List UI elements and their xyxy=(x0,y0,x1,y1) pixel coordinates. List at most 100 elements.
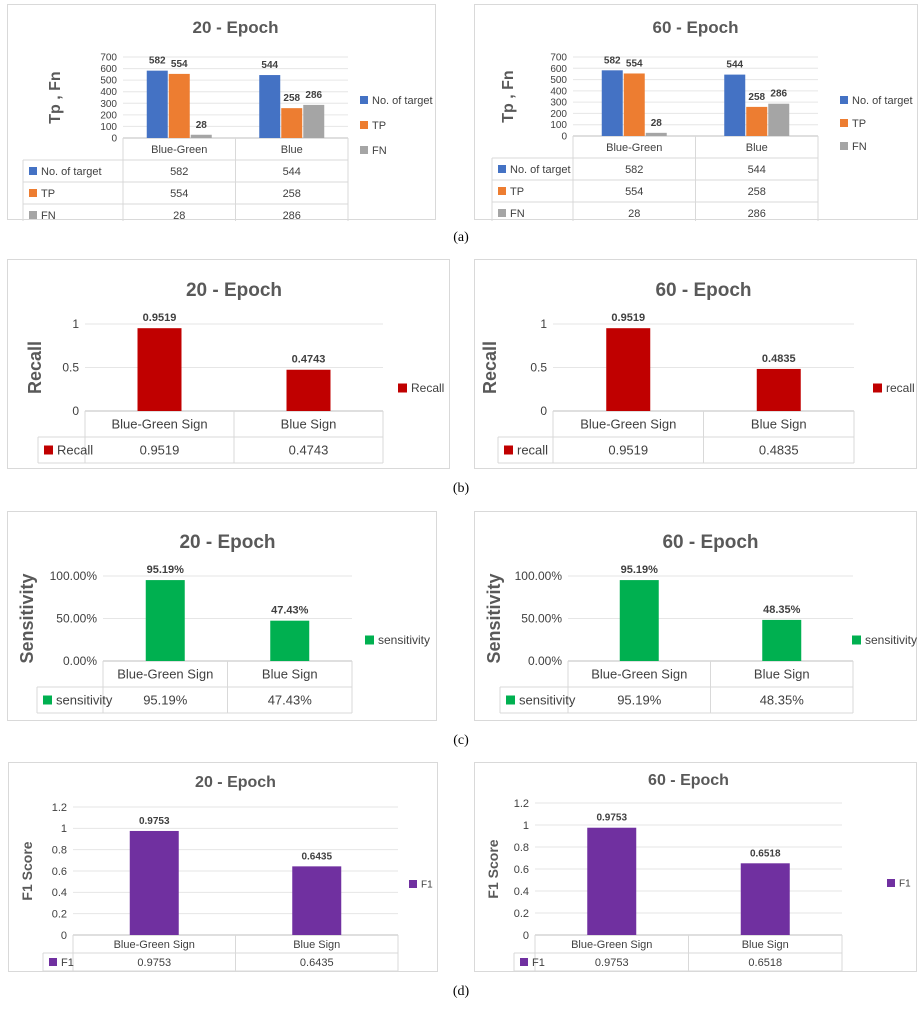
category-label: Blue-Green xyxy=(151,144,207,156)
chart-panel-b-20-epoch: 20 - Epoch Recall 0 0.5 1 0.9519 0.4743 Blue-Gr… xyxy=(7,259,450,469)
legend-label: sensitivity xyxy=(378,633,430,647)
table-cell: 0.9519 xyxy=(140,443,180,458)
category-label: Blue Sign xyxy=(293,939,340,951)
chart-svg: 20 - Epoch F1 Score 0 0.2 0.4 0.6 0.8 1 1.2 0.975… xyxy=(19,774,433,972)
table-legend-key xyxy=(498,165,506,173)
table-cell: 544 xyxy=(283,166,301,178)
table-cell: 95.19% xyxy=(617,693,662,708)
caption-c: (c) xyxy=(453,733,469,748)
table-cell: 258 xyxy=(283,188,301,200)
y-axis-label: Sensitivity xyxy=(17,573,37,663)
y-tick-label: 700 xyxy=(550,53,567,64)
y-tick-label: 100 xyxy=(550,120,567,131)
table-series-label: TP xyxy=(41,188,55,200)
chart-title: 60 - Epoch xyxy=(655,280,751,301)
chart-title: 60 - Epoch xyxy=(648,772,729,789)
legend-label: TP xyxy=(852,118,866,130)
chart-title: 20 - Epoch xyxy=(193,18,279,37)
table-series-label: FN xyxy=(510,208,525,220)
y-axis-label: Recall xyxy=(25,341,45,394)
chart-svg: 60 - Epoch Sensitivity 0.00% 50.00% 100.00% 9… xyxy=(484,532,917,714)
table-legend-key xyxy=(29,189,37,197)
table-series-label: No. of target xyxy=(41,166,102,178)
category-label: Blue Sign xyxy=(754,667,810,682)
bar xyxy=(601,70,623,136)
bar xyxy=(768,103,790,136)
legend-key xyxy=(887,879,895,887)
y-axis-label: Recall xyxy=(480,341,500,394)
bar xyxy=(270,620,310,661)
chart-panel-a-20-epoch: 20 - Epoch Tp , Fn 0 100 200 300 400 500 600 700 5… xyxy=(7,4,436,221)
table-cell: 48.35% xyxy=(760,693,805,708)
table-series-label: TP xyxy=(510,186,524,198)
chart-svg: 20 - Epoch Recall 0 0.5 1 0.9519 0.4743 Blue-Gr… xyxy=(25,280,444,464)
bar xyxy=(756,368,801,411)
table-cell: 582 xyxy=(625,164,643,176)
chart-title: 20 - Epoch xyxy=(186,280,282,301)
category-label: Blue Sign xyxy=(751,417,807,432)
bar xyxy=(762,619,802,661)
table-legend-key xyxy=(498,187,506,195)
y-tick-label: 1.2 xyxy=(52,802,67,814)
data-label: 258 xyxy=(283,93,300,104)
table-cell: 28 xyxy=(628,208,640,220)
y-tick-label: 500 xyxy=(550,75,567,86)
category-label: Blue Sign xyxy=(742,939,789,951)
data-label: 544 xyxy=(726,60,743,71)
data-label: 258 xyxy=(748,92,765,103)
table-legend-key xyxy=(504,445,513,455)
table-cell: 258 xyxy=(748,186,766,198)
data-label: 286 xyxy=(770,89,787,100)
y-tick-label: 300 xyxy=(550,98,567,109)
legend-key xyxy=(840,142,848,150)
table-legend-key xyxy=(29,167,37,175)
y-tick-label: 1 xyxy=(523,820,529,832)
chart-panel-c-60-epoch: 60 - Epoch Sensitivity 0.00% 50.00% 100.00% 9… xyxy=(474,511,917,721)
bar xyxy=(623,73,645,136)
table-legend-key xyxy=(520,958,528,966)
table-cell: 28 xyxy=(173,210,185,221)
bar xyxy=(286,369,331,411)
table-series-label: Recall xyxy=(57,443,93,458)
data-label: 28 xyxy=(196,120,208,131)
data-label: 0.4743 xyxy=(292,354,326,366)
category-label: Blue-Green Sign xyxy=(571,939,652,951)
table-series-label: sensitivity xyxy=(519,693,576,708)
y-tick-label: 600 xyxy=(550,64,567,75)
bar xyxy=(146,70,168,138)
y-tick-label: 500 xyxy=(100,76,117,87)
y-tick-label: 1 xyxy=(61,823,67,835)
table-legend-key xyxy=(49,958,57,966)
bar xyxy=(587,827,637,935)
y-axis-label: Tp , Fn xyxy=(47,71,64,123)
legend-key xyxy=(360,121,368,129)
table-cell: 0.9753 xyxy=(595,957,629,969)
legend-key xyxy=(360,146,368,154)
table-cell: 47.43% xyxy=(268,693,313,708)
chart-panel-d-20-epoch: 20 - Epoch F1 Score 0 0.2 0.4 0.6 0.8 1 1.2 0.975… xyxy=(8,762,438,972)
legend-key xyxy=(852,635,861,645)
chart-panel-b-60-epoch: 60 - Epoch Recall 0 0.5 1 0.9519 0.4835 Blue-Gr… xyxy=(474,259,917,469)
legend-label: F1 xyxy=(421,880,433,891)
y-tick-label: 100 xyxy=(100,122,117,133)
table-cell: 554 xyxy=(625,186,643,198)
category-label: Blue-Green Sign xyxy=(117,667,213,682)
bar xyxy=(168,73,190,138)
data-label: 582 xyxy=(149,56,166,67)
y-tick-label: 0.00% xyxy=(63,654,97,668)
legend-key xyxy=(873,383,882,393)
legend-label: sensitivity xyxy=(865,633,917,647)
data-label: 0.6518 xyxy=(750,848,781,859)
legend-key xyxy=(398,383,407,393)
table-cell: 544 xyxy=(748,164,766,176)
table-cell: 582 xyxy=(170,166,188,178)
category-label: Blue-Green Sign xyxy=(591,667,687,682)
category-label: Blue Sign xyxy=(281,417,337,432)
chart-title: 60 - Epoch xyxy=(662,532,758,553)
bar xyxy=(281,108,303,138)
chart-title: 20 - Epoch xyxy=(195,774,276,791)
y-tick-label: 0.6 xyxy=(52,866,67,878)
chart-title: 60 - Epoch xyxy=(653,18,739,37)
table-cell: 286 xyxy=(283,210,301,221)
bar xyxy=(292,866,342,935)
